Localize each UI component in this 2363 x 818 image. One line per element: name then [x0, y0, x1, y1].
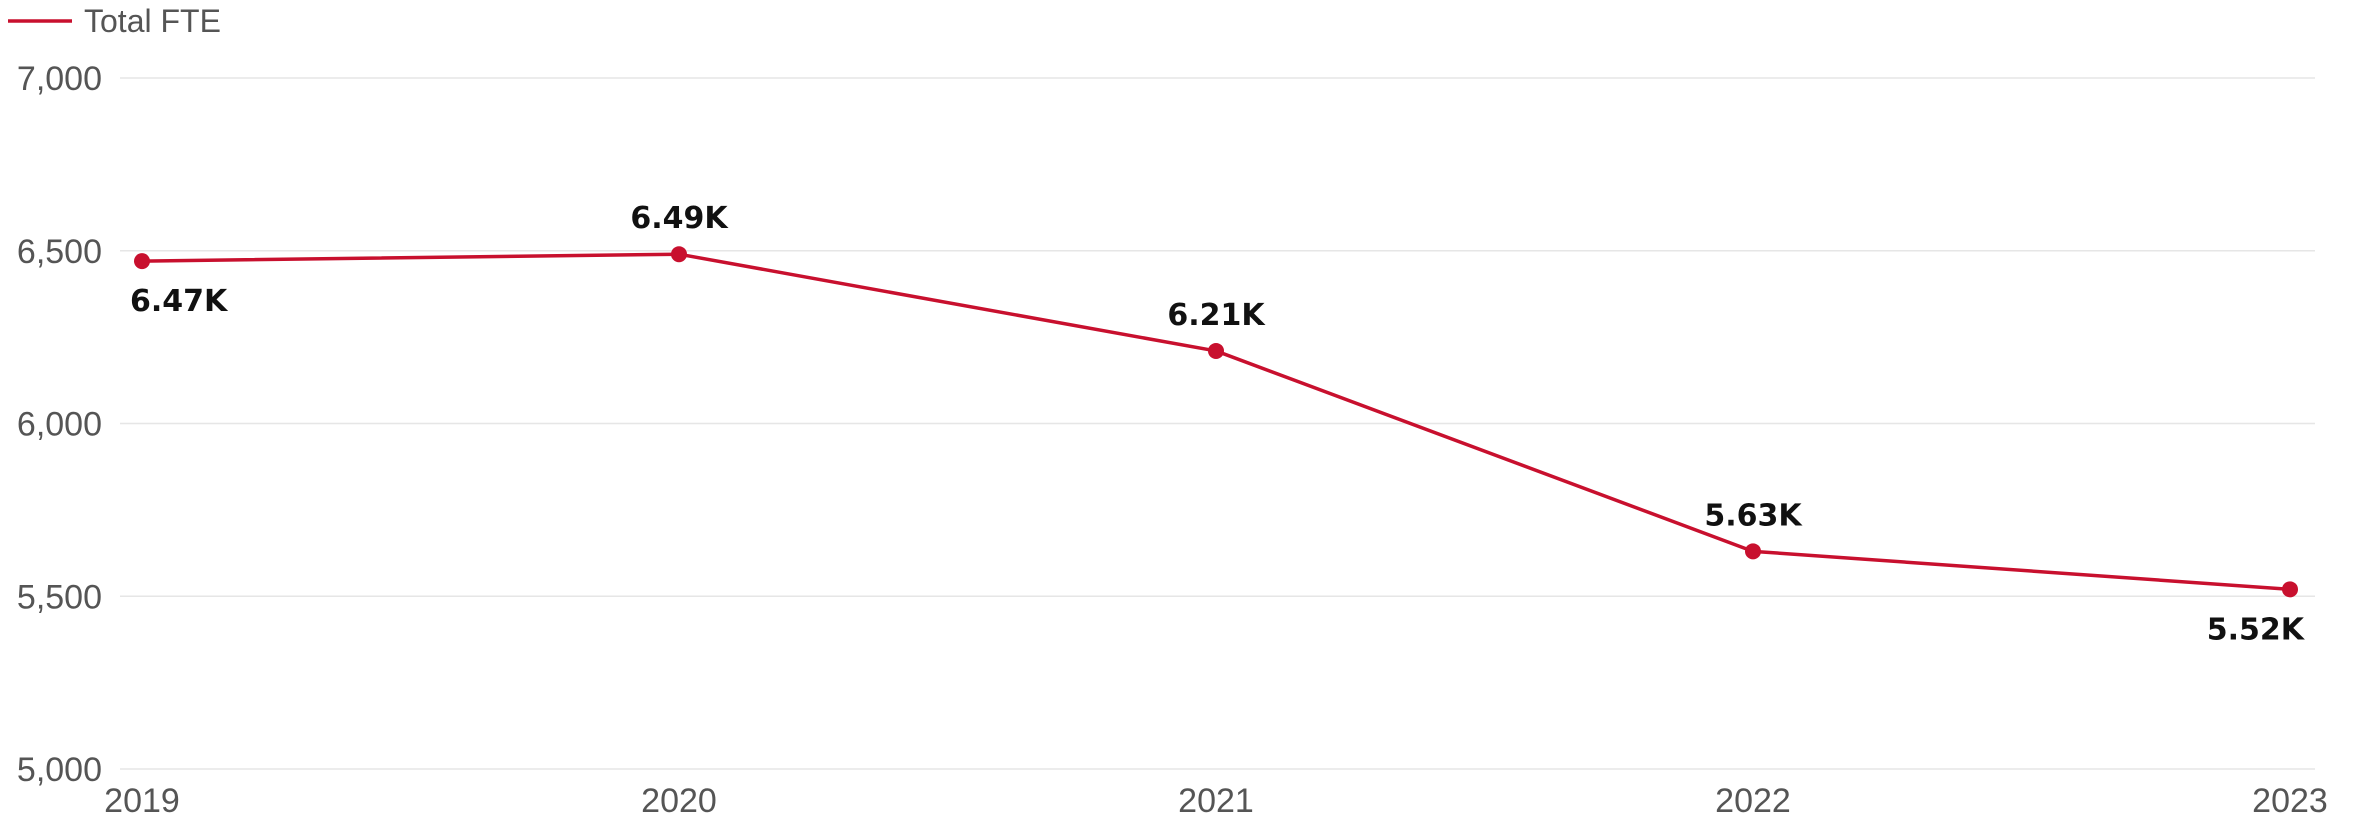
series-total-fte: [134, 246, 2298, 598]
y-tick-label: 5,500: [17, 578, 102, 616]
data-label-2023: 5.52K: [2207, 612, 2306, 647]
y-tick-label: 6,500: [17, 233, 102, 271]
data-label-2020: 6.49K: [630, 201, 729, 236]
data-labels: 6.47K 6.49K 6.21K 5.63K 5.52K: [130, 201, 2306, 647]
x-tick-label-2021: 2021: [1178, 782, 1254, 818]
data-label-2021: 6.21K: [1167, 298, 1266, 333]
y-tick-label: 5,000: [17, 751, 102, 789]
y-tick-label: 6,000: [17, 406, 102, 444]
x-tick-label-2022: 2022: [1715, 782, 1791, 818]
x-tick-label-2023: 2023: [2252, 782, 2328, 818]
y-tick-label: 7,000: [17, 60, 102, 98]
legend-label-total-fte: Total FTE: [84, 3, 221, 39]
data-label-2019: 6.47K: [130, 284, 229, 319]
y-axis: 5,000 5,500 6,000 6,500 7,000: [17, 60, 102, 789]
data-point-2021: [1208, 342, 1224, 359]
x-tick-label-2019: 2019: [104, 782, 180, 818]
data-point-2022: [1745, 543, 1761, 560]
legend: Total FTE: [8, 3, 221, 39]
grid-lines: [120, 77, 2315, 770]
x-tick-label-2020: 2020: [641, 782, 717, 818]
data-point-2023: [2282, 581, 2298, 598]
data-point-2019: [134, 253, 150, 270]
data-point-2020: [671, 246, 687, 263]
data-label-2022: 5.63K: [1704, 498, 1803, 533]
x-axis: 2019 2020 2021 2022 2023: [104, 782, 2328, 818]
